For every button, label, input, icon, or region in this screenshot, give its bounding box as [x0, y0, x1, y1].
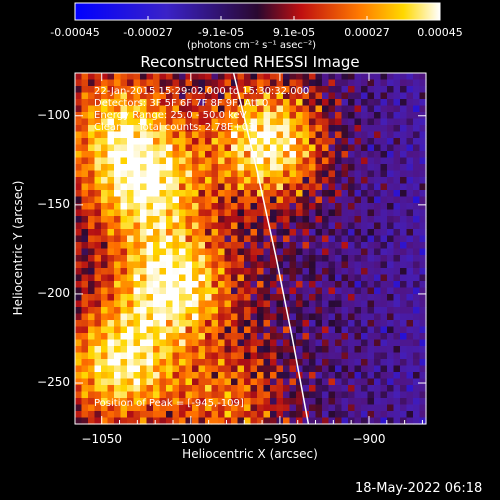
colorbar: [74, 2, 441, 21]
x-tick-label: −1050: [81, 432, 123, 446]
colorbar-tick-label: 0.00045: [417, 26, 463, 39]
x-tick-label: −950: [263, 432, 297, 446]
annotation-total-counts: Clean Total counts: 2.78E+03: [94, 122, 255, 133]
y-tick-label: −150: [37, 196, 70, 211]
colorbar-tick-label: -0.00027: [123, 26, 173, 39]
annotation-energy-range: Energy Range: 25.0 - 50.0 keV: [94, 110, 247, 121]
x-axis-label: Heliocentric X (arcsec): [182, 447, 318, 461]
colorbar-tick-label: 0.00027: [344, 26, 390, 39]
annotation-time-range: 22-Jan-2015 15:29:02.000 to 15:30:32.000: [94, 86, 310, 97]
x-tick-label: −1000: [170, 432, 212, 446]
y-tick-label: −250: [37, 375, 70, 390]
y-tick-label: −100: [37, 107, 70, 122]
x-tick-label: −900: [352, 432, 386, 446]
annotation-detectors: Detectors: 3F 5F 6F 7F 8F 9F, Att 0: [94, 98, 269, 109]
y-tick-label: −200: [37, 285, 70, 300]
plot-frame: [74, 72, 427, 425]
colorbar-tick-label: -9.1e-05: [197, 26, 245, 39]
colorbar-tick-label: 9.1e-05: [272, 26, 316, 39]
footer-timestamp: 18-May-2022 06:18: [355, 481, 483, 496]
y-axis-label: Heliocentric Y (arcsec): [11, 180, 25, 316]
solar-limb-curve: [232, 72, 310, 425]
colorbar-tick-label: -0.00045: [50, 26, 100, 39]
chart-title: Reconstructed RHESSI Image: [140, 53, 360, 71]
annotation-peak-position: Position of Peak = [-945,-109]: [94, 398, 244, 409]
colorbar-gradient: [74, 2, 441, 21]
colorbar-unit-label: (photons cm⁻² s⁻¹ asec⁻²): [187, 40, 317, 51]
